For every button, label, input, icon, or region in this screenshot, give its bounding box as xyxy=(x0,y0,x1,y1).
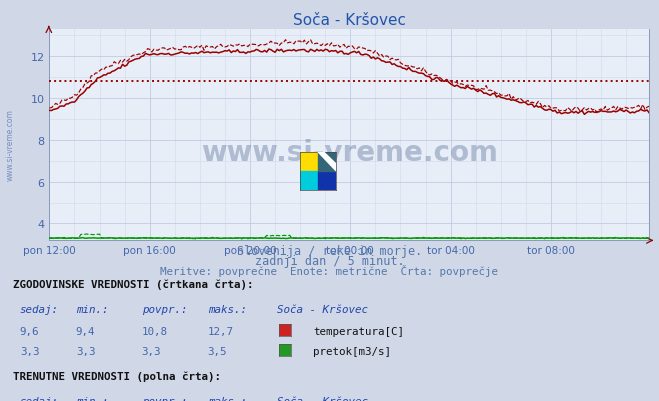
Text: 12,7: 12,7 xyxy=(208,326,233,336)
Text: 3,3: 3,3 xyxy=(76,346,96,356)
Text: ZGODOVINSKE VREDNOSTI (črtkana črta):: ZGODOVINSKE VREDNOSTI (črtkana črta): xyxy=(13,279,254,290)
Text: www.si-vreme.com: www.si-vreme.com xyxy=(201,138,498,166)
Text: min.:: min.: xyxy=(76,304,108,314)
Bar xyxy=(300,172,318,190)
Text: 9,6: 9,6 xyxy=(20,326,40,336)
Polygon shape xyxy=(318,152,336,172)
Text: temperatura[C]: temperatura[C] xyxy=(313,326,404,336)
Text: min.:: min.: xyxy=(76,396,108,401)
Text: Soča - Kršovec: Soča - Kršovec xyxy=(277,396,368,401)
Text: 9,4: 9,4 xyxy=(76,326,96,336)
Text: sedaj:: sedaj: xyxy=(20,304,59,314)
Text: 3,5: 3,5 xyxy=(208,346,227,356)
Text: Meritve: povprečne  Enote: metrične  Črta: povprečje: Meritve: povprečne Enote: metrične Črta:… xyxy=(161,265,498,277)
Text: Soča - Kršovec: Soča - Kršovec xyxy=(277,304,368,314)
Bar xyxy=(318,152,336,172)
Text: 3,3: 3,3 xyxy=(20,346,40,356)
Bar xyxy=(300,152,318,172)
Title: Soča - Kršovec: Soča - Kršovec xyxy=(293,12,406,28)
Text: www.si-vreme.com: www.si-vreme.com xyxy=(5,109,14,180)
Text: povpr.:: povpr.: xyxy=(142,396,187,401)
Text: pretok[m3/s]: pretok[m3/s] xyxy=(313,346,391,356)
Text: povpr.:: povpr.: xyxy=(142,304,187,314)
Bar xyxy=(318,172,336,190)
Text: TRENUTNE VREDNOSTI (polna črta):: TRENUTNE VREDNOSTI (polna črta): xyxy=(13,371,221,381)
Text: sedaj:: sedaj: xyxy=(20,396,59,401)
Text: maks.:: maks.: xyxy=(208,304,246,314)
Text: maks.:: maks.: xyxy=(208,396,246,401)
Text: Slovenija / reke in morje.: Slovenija / reke in morje. xyxy=(237,245,422,257)
Text: 10,8: 10,8 xyxy=(142,326,167,336)
Text: zadnji dan / 5 minut.: zadnji dan / 5 minut. xyxy=(254,255,405,267)
Text: 3,3: 3,3 xyxy=(142,346,161,356)
